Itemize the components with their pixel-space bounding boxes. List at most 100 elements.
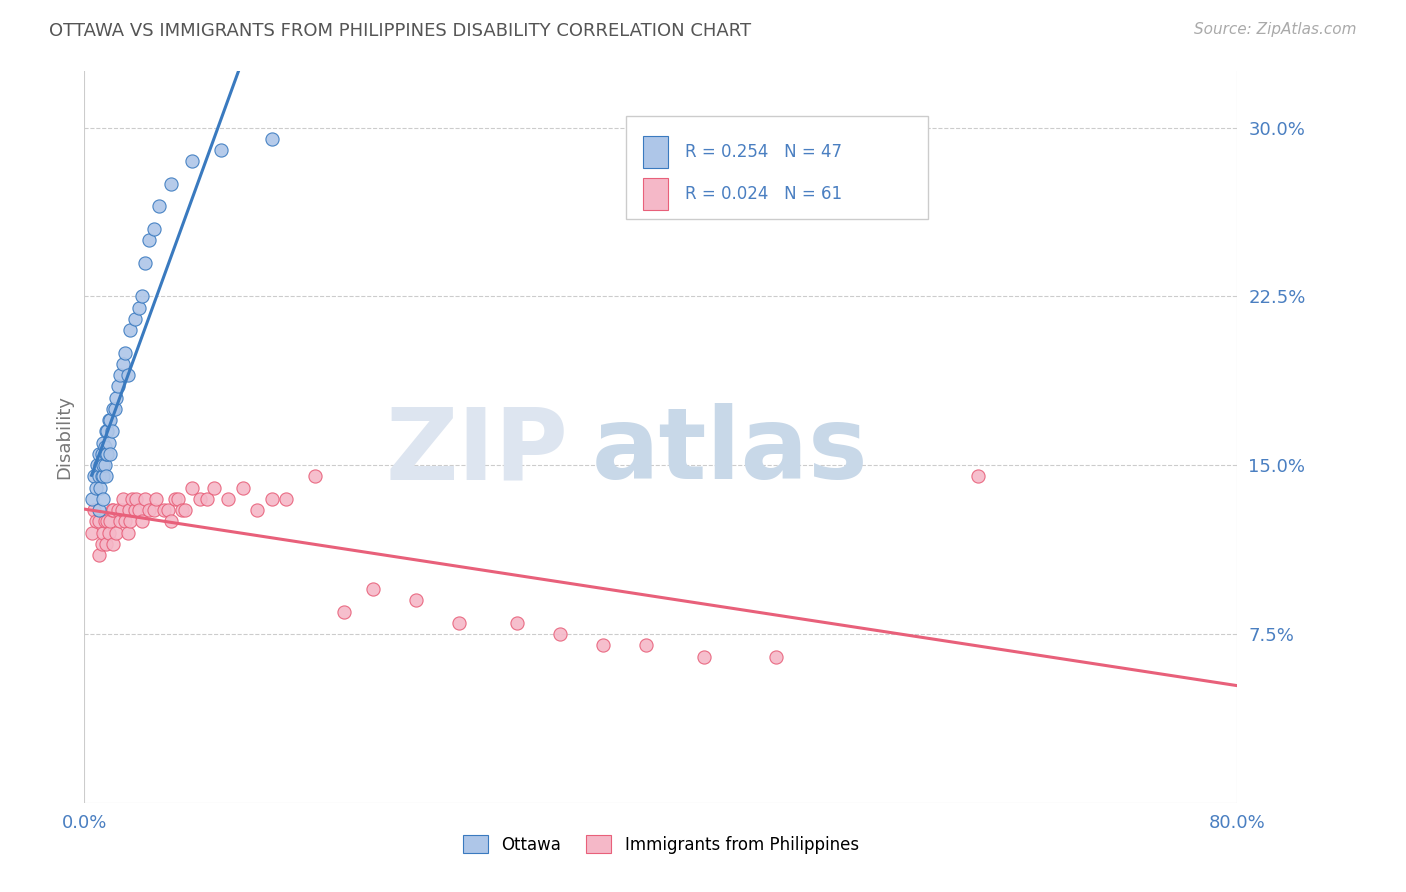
- Point: [98, 413, 121, 427]
- Point: [87, 447, 110, 461]
- Point: [202, 481, 225, 495]
- Point: [103, 537, 124, 551]
- Point: [111, 503, 134, 517]
- Point: [138, 233, 160, 247]
- Point: [693, 649, 716, 664]
- Legend: Ottawa, Immigrants from Philippines: Ottawa, Immigrants from Philippines: [457, 829, 865, 860]
- Text: R = 0.024   N = 61: R = 0.024 N = 61: [685, 185, 842, 202]
- Point: [405, 593, 427, 607]
- Point: [361, 582, 384, 596]
- Point: [91, 491, 114, 506]
- Point: [218, 491, 240, 506]
- Point: [90, 447, 112, 461]
- Text: OTTAWA VS IMMIGRANTS FROM PHILIPPINES DISABILITY CORRELATION CHART: OTTAWA VS IMMIGRANTS FROM PHILIPPINES DI…: [49, 22, 751, 40]
- Point: [107, 503, 129, 517]
- Point: [114, 515, 136, 529]
- Point: [152, 503, 174, 517]
- Point: [128, 503, 150, 517]
- Point: [110, 368, 132, 383]
- Point: [87, 503, 110, 517]
- Point: [90, 537, 112, 551]
- Point: [967, 469, 990, 483]
- Point: [142, 503, 165, 517]
- Point: [105, 391, 128, 405]
- Point: [592, 638, 614, 652]
- Point: [86, 458, 108, 473]
- Point: [104, 401, 127, 416]
- Point: [246, 503, 269, 517]
- Point: [124, 312, 146, 326]
- Point: [117, 368, 139, 383]
- Point: [188, 491, 211, 506]
- Point: [100, 503, 122, 517]
- Point: [94, 447, 117, 461]
- Point: [93, 515, 115, 529]
- Point: [110, 515, 132, 529]
- Y-axis label: Disability: Disability: [55, 395, 73, 479]
- Point: [506, 615, 529, 630]
- Point: [232, 481, 254, 495]
- Point: [91, 435, 114, 450]
- Point: [84, 515, 107, 529]
- Point: [103, 503, 124, 517]
- Point: [260, 491, 283, 506]
- Point: [118, 503, 141, 517]
- Point: [765, 649, 787, 664]
- Point: [87, 515, 110, 529]
- Point: [97, 525, 120, 540]
- Point: [131, 515, 153, 529]
- Point: [96, 515, 118, 529]
- Point: [98, 515, 121, 529]
- Point: [131, 289, 153, 303]
- Point: [209, 143, 232, 157]
- Point: [100, 425, 122, 439]
- Point: [94, 537, 117, 551]
- Point: [114, 345, 136, 359]
- Point: [449, 615, 471, 630]
- Point: [90, 469, 112, 483]
- Point: [156, 503, 179, 517]
- Point: [134, 491, 156, 506]
- Point: [276, 491, 298, 506]
- Point: [89, 458, 111, 473]
- Point: [167, 491, 190, 506]
- Point: [181, 481, 204, 495]
- Point: [94, 425, 117, 439]
- Point: [134, 255, 156, 269]
- Point: [87, 469, 110, 483]
- Point: [112, 491, 135, 506]
- Point: [91, 525, 114, 540]
- Point: [148, 199, 170, 213]
- Point: [165, 491, 187, 506]
- Point: [120, 323, 142, 337]
- Point: [195, 491, 218, 506]
- Point: [160, 515, 183, 529]
- Point: [128, 301, 150, 315]
- Point: [97, 435, 120, 450]
- Point: [120, 515, 142, 529]
- Point: [117, 525, 139, 540]
- Point: [121, 491, 143, 506]
- Point: [93, 458, 115, 473]
- Point: [96, 447, 118, 461]
- Point: [97, 413, 120, 427]
- Point: [84, 481, 107, 495]
- Point: [103, 401, 124, 416]
- Point: [548, 627, 571, 641]
- Point: [260, 132, 283, 146]
- Point: [96, 425, 118, 439]
- Point: [138, 503, 160, 517]
- Point: [93, 440, 115, 454]
- Point: [107, 379, 129, 393]
- Point: [83, 469, 105, 483]
- Text: R = 0.254   N = 47: R = 0.254 N = 47: [685, 143, 842, 161]
- Point: [94, 469, 117, 483]
- Point: [91, 469, 114, 483]
- Point: [172, 503, 194, 517]
- Point: [98, 447, 121, 461]
- Point: [87, 548, 110, 562]
- Point: [105, 525, 128, 540]
- Point: [124, 503, 146, 517]
- Text: atlas: atlas: [592, 403, 869, 500]
- Point: [174, 503, 197, 517]
